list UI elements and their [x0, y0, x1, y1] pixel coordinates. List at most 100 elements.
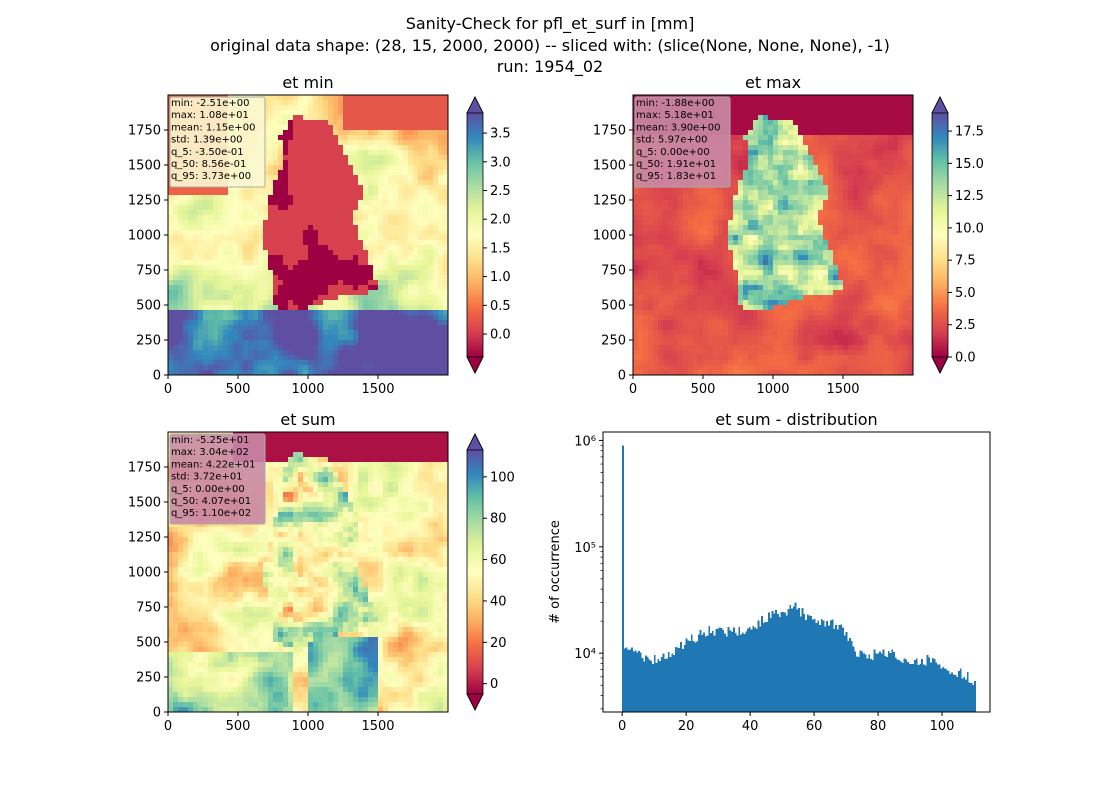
x-tick-label: 1000	[756, 382, 789, 397]
histogram-bar	[733, 627, 735, 712]
histogram-bar	[900, 661, 902, 712]
stats-line: max: 3.04e+02	[171, 447, 249, 458]
x-tick-label: 40	[742, 719, 759, 734]
histogram-bar	[710, 633, 712, 712]
histogram-bar	[805, 620, 807, 712]
histogram-bar	[952, 674, 955, 712]
colorbar-tick-label: 40	[490, 594, 507, 609]
histogram-bar	[662, 653, 665, 712]
histogram-bar	[829, 620, 832, 712]
colorbar: 0.0 0.5 1.0 1.5 2.0 2.5 3.0 3.5	[466, 96, 511, 374]
histogram-bar	[803, 613, 806, 712]
histogram-bar	[819, 624, 821, 712]
y-tick-label: 1250	[128, 194, 161, 209]
histogram-bar	[968, 682, 971, 712]
histogram-bar	[766, 621, 769, 712]
colorbar-gradient	[467, 113, 483, 357]
suptitle-line-2: original data shape: (28, 15, 2000, 2000…	[210, 36, 890, 55]
histogram-bar	[780, 611, 783, 712]
colorbar-tick-label: 3.0	[490, 155, 511, 170]
x-tick-label: 1000	[291, 719, 324, 734]
histogram-bar	[653, 655, 656, 712]
histogram-bar	[801, 607, 804, 712]
histogram-bar	[875, 653, 878, 712]
x-tick-label: 500	[226, 382, 251, 397]
histogram-bar	[694, 642, 697, 712]
histogram-bar	[711, 631, 714, 712]
colorbar-tick-label: 1.0	[490, 270, 511, 285]
histogram-bar	[822, 620, 825, 712]
histogram-bar	[759, 626, 762, 712]
histogram-bar	[787, 609, 790, 712]
y-tick-label: 250	[136, 671, 161, 686]
histogram-bar	[673, 654, 675, 712]
plot-frame	[602, 431, 991, 713]
panel-title: et max	[745, 73, 801, 92]
colorbar-tick-label: 0.0	[490, 328, 511, 343]
histogram-bar	[833, 628, 836, 712]
histogram-bar	[866, 658, 869, 712]
histogram-bar	[889, 653, 892, 712]
stats-line: q_5: 0.00e+00	[171, 484, 245, 495]
y-tick-label: 10⁴	[574, 647, 596, 662]
x-tick-label: 80	[870, 719, 887, 734]
histogram-bar	[646, 656, 649, 712]
histogram-bar	[731, 631, 734, 712]
histogram-bar	[831, 619, 834, 712]
histogram-bar	[886, 657, 888, 712]
histogram-bar	[813, 619, 816, 712]
histogram-bar	[931, 658, 934, 712]
y-tick-label: 750	[136, 601, 161, 616]
stats-line: min: -5.25e+01	[171, 435, 250, 446]
histogram-bar	[891, 649, 894, 712]
colorbar-tick-label: 10.0	[955, 221, 984, 236]
stats-line: std: 3.72e+01	[171, 472, 243, 483]
y-tick-label: 10⁵	[574, 541, 596, 556]
histogram-bar	[956, 676, 959, 712]
colorbar-tick-label: 0	[490, 677, 498, 692]
histogram-bar	[974, 680, 976, 712]
histogram-bar	[741, 632, 744, 712]
colorbar-extend-top	[466, 433, 484, 451]
colorbar-tick-label: 2.0	[490, 213, 511, 228]
histogram-bar	[689, 641, 691, 712]
colorbar-tick-label: 3.5	[490, 127, 511, 142]
histogram-bar	[815, 622, 818, 712]
histogram-bar	[773, 613, 776, 712]
colorbar-tick-label: 1.5	[490, 241, 511, 256]
colorbar-outline	[931, 96, 949, 374]
histogram-bar	[682, 649, 684, 712]
histogram-bar	[630, 647, 633, 712]
histogram-bar	[871, 659, 874, 712]
histogram-bar	[921, 658, 923, 712]
colorbar-tick-label: 2.5	[490, 184, 511, 199]
histogram-bar	[961, 678, 964, 712]
stats-line: std: 1.39e+00	[171, 135, 243, 146]
histogram-bar	[963, 677, 966, 712]
histogram-bar	[636, 652, 639, 712]
histogram-bar	[912, 664, 915, 712]
histogram-bar	[924, 665, 927, 712]
histogram-bar	[634, 650, 637, 712]
histogram-bar	[966, 672, 969, 712]
stats-box	[169, 96, 266, 188]
histogram-bar	[622, 445, 624, 712]
histogram-bar	[687, 640, 690, 712]
stats-box	[169, 433, 266, 525]
histogram-bar	[896, 659, 899, 712]
histogram-bar	[812, 619, 814, 712]
panel-title: et sum - distribution	[715, 410, 877, 429]
histogram-bar	[843, 635, 846, 712]
colorbar-tick-label: 0.5	[490, 299, 511, 314]
histogram-bar	[937, 664, 939, 712]
histogram-bar	[761, 615, 763, 712]
colorbar-extend-bottom	[931, 356, 949, 374]
histogram-bar	[727, 626, 730, 712]
y-axis-label: # of occurrence	[548, 520, 563, 624]
suptitle-line-3: run: 1954_02	[496, 57, 604, 76]
histogram-bar	[692, 640, 695, 712]
histogram-bar	[868, 654, 871, 712]
histogram-panel: et sum - distribution 0 20 40 60 80 100 10⁴ 10⁵ 1…	[548, 410, 991, 734]
histogram-bar	[861, 651, 864, 712]
y-tick-label: 0	[153, 706, 161, 721]
